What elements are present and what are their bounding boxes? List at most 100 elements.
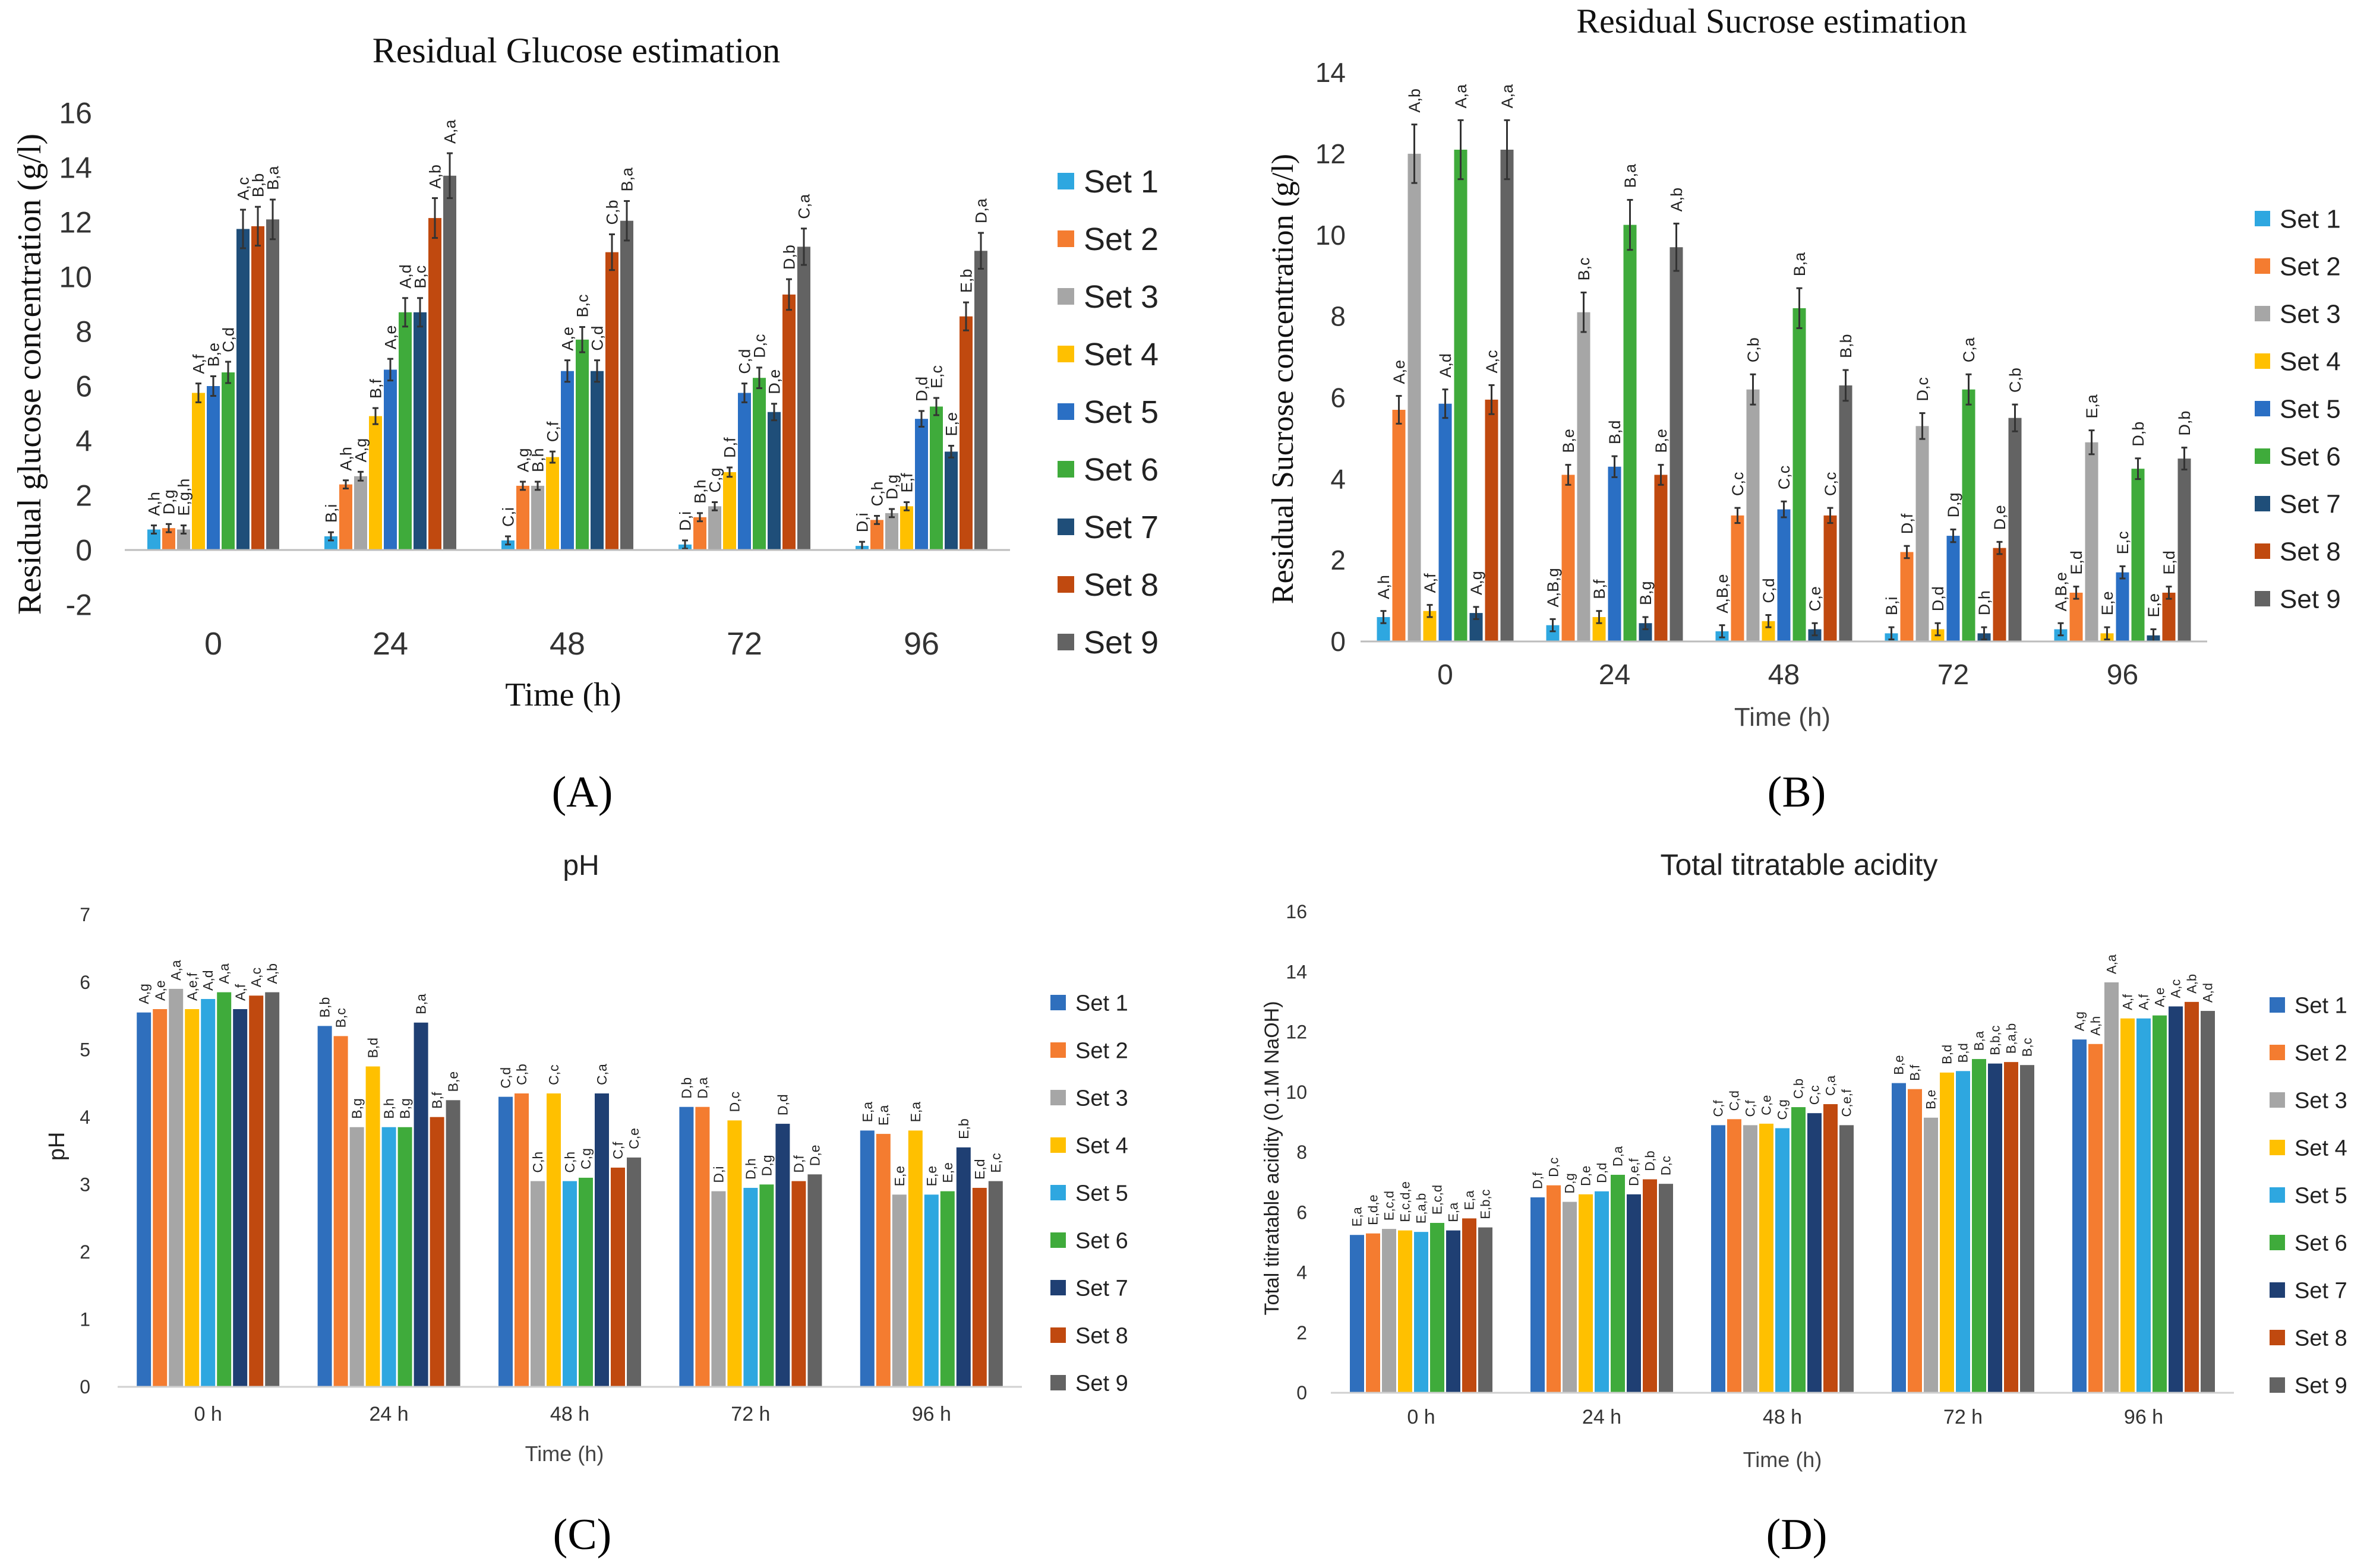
panel-d-legend-swatch [2270, 1092, 2285, 1108]
panel-c-data-label: B,d [365, 1038, 381, 1058]
panel-b-data-label: B,i [1883, 597, 1901, 616]
panel-b-data-label: D,h [1975, 590, 1993, 615]
panel-c-bar [860, 1130, 875, 1387]
panel-a-legend: Set 1 Set 2 Set 3 Set 4 Set 5 Set 6 Set 7 Set 8… [1058, 164, 1159, 660]
panel-a-data-label: B,c [573, 295, 591, 318]
panel-b-data-label: A,b [1406, 88, 1424, 113]
panel-a-data-label: E,c [927, 365, 945, 388]
panel-d-bar [1414, 1232, 1428, 1393]
panel-c-data-label: E,e [924, 1166, 939, 1187]
panel-c-y-ticks: 0 1 2 3 4 5 6 7 [80, 904, 90, 1398]
panel-b-bar [1669, 247, 1683, 641]
panel-b-data-label: E,d [2068, 551, 2085, 575]
panel-b-x-tick-label: 96 [2107, 659, 2138, 691]
panel-a-bar [147, 529, 160, 550]
panel-b-data-label: E,a [2083, 394, 2101, 419]
panel-a-data-label: D,c [750, 334, 768, 358]
panel-a-data-label: A,f [190, 354, 207, 374]
panel-a-bar [620, 220, 633, 550]
panel-c-bar [940, 1191, 955, 1387]
panel-b-bar [1454, 150, 1467, 641]
panel-a-bar [561, 371, 574, 550]
panel-b-data-label: B,b [1837, 334, 1855, 359]
panel-c-data-label: B,g [397, 1098, 413, 1119]
panel-d-bar [1547, 1185, 1561, 1393]
panel-a-bar [443, 175, 456, 550]
panel-c-bar [317, 1026, 332, 1387]
panel-c-data-label: E,a [876, 1105, 891, 1126]
panel-b-x-axis-label: Time (h) [1734, 703, 1831, 732]
panel-d-bar [1462, 1218, 1476, 1393]
panel-b-bar [1592, 617, 1606, 641]
panel-d-y-tick-label: 10 [1286, 1082, 1307, 1103]
panel-d-x-tick-label: 72 h [1943, 1406, 1983, 1428]
panel-a-y-tick-label: 16 [59, 97, 92, 130]
panel-d-bar [2020, 1065, 2034, 1393]
panel-c-data-label: D,d [775, 1094, 790, 1115]
panel-d-bar [1579, 1194, 1593, 1393]
panel-b-data-label: E,c [2114, 531, 2132, 554]
panel-a-bar [945, 451, 958, 550]
panel-b-legend-label: Set 8 [2280, 537, 2341, 566]
panel-a-data-label: B,a [264, 165, 282, 190]
panel-b-bar [1762, 621, 1775, 641]
panel-b-data-label: C,b [2006, 368, 2024, 393]
panel-b-x-tick-label: 48 [1768, 659, 1800, 691]
panel-b-data-label: A,d [1437, 353, 1454, 378]
panel-c-data-label: D,a [695, 1077, 710, 1099]
panel-d-data-label: D,a [1611, 1146, 1626, 1166]
panel-a-bar [753, 378, 766, 550]
panel-d-data-label: E,a [1350, 1206, 1365, 1226]
panel-d-data-label: B,d [1956, 1043, 1971, 1063]
panel-d-title: Total titratable acidity [1661, 848, 1938, 881]
panel-c-bar [249, 995, 264, 1387]
panel-c-legend-swatch [1050, 1042, 1066, 1058]
panel-c-legend-label: Set 3 [1075, 1086, 1128, 1111]
panel-c-bar [988, 1181, 1003, 1387]
panel-c-x-tick-label: 96 h [912, 1403, 951, 1425]
panel-d-bar [1807, 1113, 1822, 1393]
panel-c-data-label: D,i [711, 1166, 726, 1183]
panel-b-legend-swatch [2255, 211, 2270, 226]
panel-b-data-label: B,a [1791, 252, 1809, 277]
panel-d-data-label: C,a [1823, 1075, 1838, 1096]
panel-c-x-tick-label: 24 h [370, 1403, 409, 1425]
panel-a-legend-label: Set 4 [1084, 337, 1159, 372]
panel-c-legend-label: Set 8 [1075, 1323, 1128, 1348]
panel-d-data-label: A,d [2201, 983, 2215, 1003]
panel-a-data-label: A,e [381, 325, 399, 350]
panel-b-bar [1962, 389, 1975, 641]
panel-b-data-label: A,h [1375, 575, 1393, 599]
panel-c-x-tick-label: 72 h [731, 1403, 770, 1425]
panel-d-y-tick-label: 2 [1296, 1322, 1307, 1343]
panel-c-bar [531, 1181, 545, 1387]
panel-c-bar [233, 1009, 248, 1387]
panel-d-data-label: B,a [1972, 1030, 1987, 1051]
panel-d-data-label: A,f [2136, 994, 2151, 1010]
panel-a-bar [546, 457, 559, 550]
panel-b-legend-label: Set 4 [2280, 347, 2341, 376]
panel-b-legend-swatch [2255, 306, 2270, 321]
panel-c-bar [169, 988, 184, 1387]
panel-a-y-axis-label: Residual glucose concentration (g/l) [11, 134, 48, 615]
panel-a-y-tick-label: -2 [66, 589, 92, 622]
panel-c-bar [381, 1127, 396, 1387]
panel-b-data-label: A,B,e [1713, 574, 1731, 614]
panel-d-data-label: E,c,d [1382, 1191, 1397, 1221]
panel-b-data-label: A,e [1390, 360, 1408, 384]
panel-b-bar [1839, 385, 1852, 641]
panel-b-data-label: C,c [1775, 466, 1793, 490]
panel-b-data-label: A,f [1421, 573, 1439, 593]
panel-a-data-label: C,a [795, 194, 813, 219]
panel-d-bar [1988, 1063, 2002, 1393]
panel-d-data-label: B,a,b [2004, 1023, 2019, 1054]
panel-a-y-tick-label: 10 [59, 261, 92, 294]
panel-b-data-label: B,a [1621, 163, 1639, 188]
panel-a-bar [354, 476, 367, 550]
panel-c-legend-label: Set 1 [1075, 991, 1128, 1016]
panel-d-bar [2169, 1006, 2183, 1393]
panel-d-x-tick-label: 48 h [1763, 1406, 1802, 1428]
panel-b-bar [1915, 426, 1929, 641]
panel-c-bar [137, 1012, 152, 1387]
panel-d-bar [1727, 1119, 1741, 1393]
